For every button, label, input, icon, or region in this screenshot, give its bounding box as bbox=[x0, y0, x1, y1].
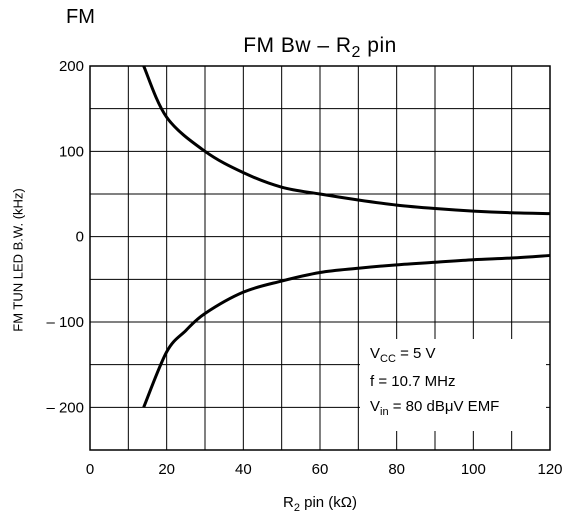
y-tick-label: 100 bbox=[59, 143, 84, 160]
vin-condition: Vin = 80 dBμV EMF bbox=[370, 398, 499, 418]
plot-frame bbox=[89, 65, 551, 451]
x-tick-label: 40 bbox=[235, 461, 252, 478]
frequency-condition: f = 10.7 MHz bbox=[370, 373, 456, 390]
vin-subscript: in bbox=[380, 406, 389, 418]
x-tick-label: 80 bbox=[388, 461, 405, 478]
chart-title-tail: pin bbox=[360, 34, 397, 57]
y-tick-label: 0 bbox=[76, 229, 84, 246]
x-tick-label: 0 bbox=[86, 461, 94, 478]
series-line-lower bbox=[142, 253, 551, 408]
x-tick-label: 100 bbox=[461, 461, 486, 478]
figure-label: FM bbox=[66, 6, 95, 28]
x-axis-label-main: R bbox=[282, 494, 294, 511]
x-axis-label: R2 pin (kΩ) bbox=[90, 494, 550, 514]
x-tick-label: 60 bbox=[312, 461, 329, 478]
y-tick-label: – 100 bbox=[46, 314, 84, 331]
chart-title-subscript: 2 bbox=[351, 44, 361, 62]
chart-title-main: FM Bw – R bbox=[243, 34, 352, 57]
vcc-value: = 5 V bbox=[395, 345, 436, 362]
vcc-condition: VCC = 5 V bbox=[370, 345, 436, 365]
conditions-box: VCC = 5 V f = 10.7 MHz Vin = 80 dBμV EMF bbox=[360, 339, 546, 431]
chart-title: FM Bw – R2 pin bbox=[90, 34, 550, 62]
x-tick-label: 20 bbox=[158, 461, 175, 478]
vin-value: = 80 dBμV EMF bbox=[388, 398, 500, 415]
y-tick-label: – 200 bbox=[46, 399, 84, 416]
x-tick-label: 120 bbox=[537, 461, 562, 478]
x-axis-label-subscript: 2 bbox=[293, 502, 300, 514]
y-tick-label: 200 bbox=[59, 58, 84, 75]
vin-label: V bbox=[370, 398, 381, 415]
x-axis-label-tail: pin (kΩ) bbox=[299, 494, 358, 511]
vcc-subscript: CC bbox=[380, 353, 396, 365]
vcc-label: V bbox=[370, 345, 381, 362]
series-line-upper bbox=[142, 65, 551, 216]
